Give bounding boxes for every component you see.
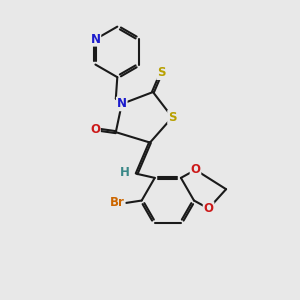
Text: H: H [120, 166, 130, 179]
Text: S: S [168, 111, 176, 124]
Text: O: O [190, 164, 200, 176]
Text: Br: Br [110, 196, 124, 209]
Text: O: O [90, 123, 100, 136]
Text: S: S [157, 66, 166, 79]
Text: N: N [117, 98, 127, 110]
Text: N: N [90, 33, 100, 46]
Text: O: O [204, 202, 214, 215]
